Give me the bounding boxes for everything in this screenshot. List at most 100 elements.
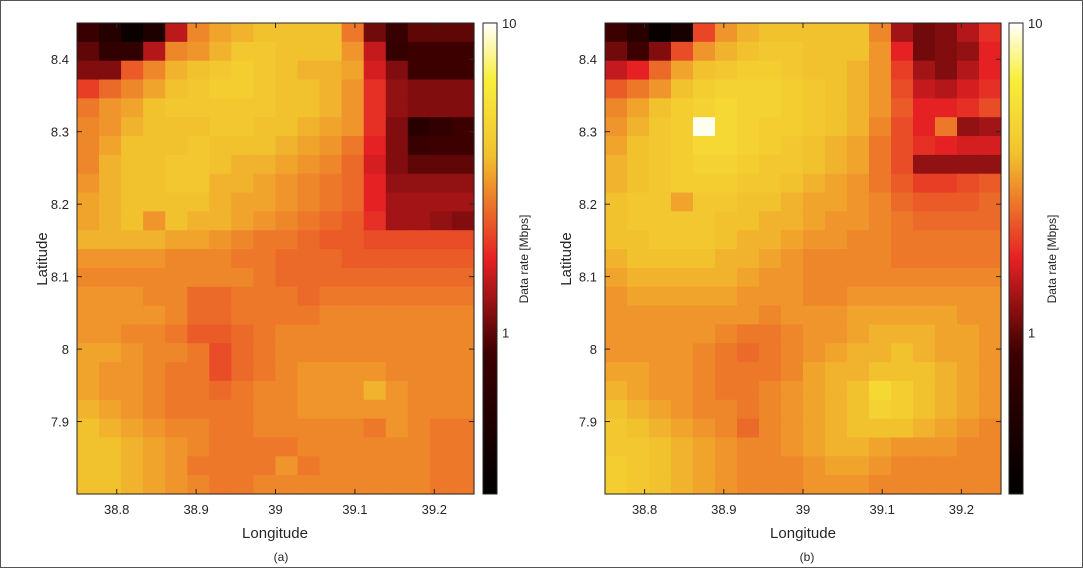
- heatmap-cell: [253, 343, 277, 363]
- heatmap-cell: [209, 437, 232, 457]
- heatmap-cell: [891, 380, 914, 401]
- heatmap-cell: [803, 362, 826, 382]
- heatmap-cell: [891, 475, 914, 495]
- heatmap-cell: [649, 60, 672, 81]
- heatmap-cell: [693, 60, 716, 81]
- heatmap-cell: [121, 475, 144, 495]
- heatmap-cell: [759, 305, 782, 326]
- x-axis-label-b: Longitude: [770, 525, 836, 542]
- heatmap-cell: [957, 267, 980, 288]
- heatmap-cell: [891, 362, 914, 382]
- heatmap-cell: [341, 267, 365, 288]
- heatmap-cell: [407, 60, 431, 81]
- heatmap-cell: [715, 60, 738, 81]
- heatmap-cell: [759, 418, 782, 439]
- caption-a: (a): [274, 550, 289, 564]
- heatmap-cell: [451, 437, 475, 457]
- heatmap-cell: [913, 324, 936, 344]
- heatmap-cell: [979, 211, 1002, 231]
- heatmap-cells-b: [605, 23, 1002, 495]
- heatmap-cell: [935, 324, 958, 344]
- heatmap-cell: [957, 343, 980, 363]
- heatmap-cell: [209, 23, 232, 43]
- heatmap-cell: [847, 456, 870, 476]
- heatmap-cell: [759, 380, 782, 401]
- heatmap-cell: [121, 399, 144, 420]
- heatmap-cell: [891, 343, 914, 363]
- heatmap-cell: [979, 362, 1002, 382]
- heatmap-cell: [627, 79, 650, 99]
- heatmap-cell: [803, 249, 826, 269]
- heatmap-cell: [407, 286, 431, 307]
- heatmap-cell: [869, 343, 892, 363]
- heatmap-cell: [891, 192, 914, 212]
- heatmap-cell: [297, 343, 321, 363]
- heatmap-cell: [143, 41, 166, 62]
- heatmap-cell: [77, 418, 100, 439]
- heatmap-cell: [935, 380, 958, 401]
- heatmap-cell: [363, 79, 387, 99]
- heatmap-cell: [605, 475, 628, 495]
- heatmap-cell: [847, 192, 870, 212]
- heatmap-cell: [143, 60, 166, 81]
- heatmap-cell: [891, 60, 914, 81]
- heatmap-cell: [869, 79, 892, 99]
- heatmap-cell: [121, 343, 144, 363]
- heatmap-cell: [121, 267, 144, 288]
- heatmap-cell: [319, 399, 343, 420]
- heatmap-cell: [737, 23, 760, 43]
- heatmap-cell: [979, 456, 1002, 476]
- heatmap-cell: [363, 117, 387, 137]
- heatmap-cell: [385, 380, 409, 401]
- heatmap-cell: [935, 362, 958, 382]
- heatmap-cell: [121, 437, 144, 457]
- heatmap-cell: [209, 475, 232, 495]
- heatmap-cell: [341, 154, 365, 175]
- heatmap-cell: [935, 475, 958, 495]
- heatmap-cell: [891, 286, 914, 307]
- heatmap-cell: [627, 60, 650, 81]
- heatmap-cell: [935, 117, 958, 137]
- heatmap-cell: [253, 267, 277, 288]
- heatmap-cell: [847, 41, 870, 62]
- heatmap-cell: [671, 343, 694, 363]
- heatmap-cell: [825, 380, 848, 401]
- heatmap-cell: [737, 136, 760, 156]
- heatmap-cell: [715, 41, 738, 62]
- heatmap-cell: [341, 192, 365, 212]
- heatmap-cell: [341, 98, 365, 118]
- heatmap-cells-a: [77, 23, 475, 495]
- heatmap-cell: [77, 267, 100, 288]
- heatmap-cell: [121, 136, 144, 156]
- heatmap-cell: [759, 399, 782, 420]
- heatmap-cell: [209, 305, 232, 326]
- heatmap-cell: [319, 136, 343, 156]
- heatmap-cell: [77, 475, 100, 495]
- heatmap-cell: [627, 305, 650, 326]
- heatmap-cell: [737, 380, 760, 401]
- heatmap-cell: [77, 154, 100, 175]
- heatmap-cell: [429, 418, 453, 439]
- heatmap-cell: [187, 343, 210, 363]
- heatmap-cell: [275, 456, 299, 476]
- heatmap-cell: [231, 324, 255, 344]
- caption-b: (b): [800, 550, 815, 564]
- heatmap-cell: [165, 41, 188, 62]
- heatmap-cell: [737, 98, 760, 118]
- heatmap-cell: [231, 41, 255, 62]
- heatmap-cell: [341, 211, 365, 231]
- heatmap-cell: [847, 173, 870, 194]
- heatmap-cell: [693, 475, 716, 495]
- heatmap-cell: [341, 305, 365, 326]
- heatmap-cell: [825, 286, 848, 307]
- heatmap-cell: [957, 362, 980, 382]
- heatmap-cell: [385, 154, 409, 175]
- x-tick-label: 38.8: [632, 502, 657, 517]
- heatmap-cell: [363, 286, 387, 307]
- heatmap-cell: [429, 192, 453, 212]
- heatmap-cell: [715, 230, 738, 250]
- heatmap-cell: [143, 211, 166, 231]
- heatmap-cell: [297, 380, 321, 401]
- heatmap-cell: [275, 249, 299, 269]
- heatmap-cell: [77, 343, 100, 363]
